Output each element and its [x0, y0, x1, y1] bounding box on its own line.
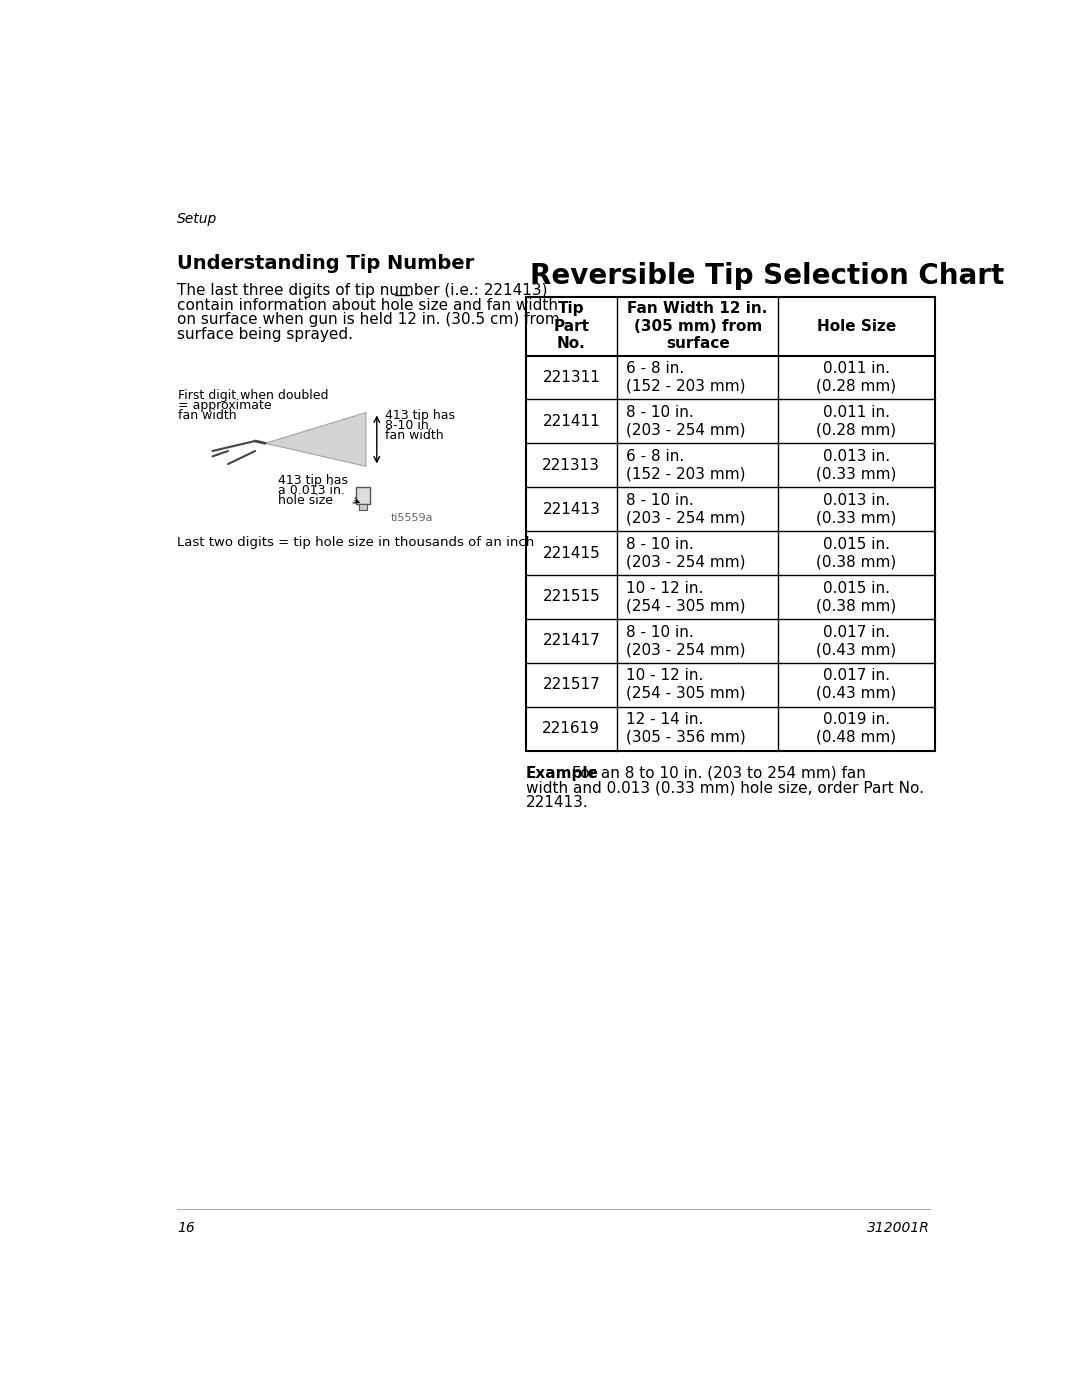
Text: Understanding Tip Number: Understanding Tip Number: [177, 254, 474, 272]
Text: 8 - 10 in.
(203 - 254 mm): 8 - 10 in. (203 - 254 mm): [626, 624, 746, 657]
Text: 413 tip has: 413 tip has: [279, 474, 349, 488]
Text: 0.015 in.
(0.38 mm): 0.015 in. (0.38 mm): [816, 581, 896, 613]
Text: 6 - 8 in.
(152 - 203 mm): 6 - 8 in. (152 - 203 mm): [626, 448, 746, 482]
Text: 10 - 12 in.
(254 - 305 mm): 10 - 12 in. (254 - 305 mm): [626, 581, 746, 613]
Text: 221413.: 221413.: [526, 795, 589, 810]
Text: 221313: 221313: [542, 458, 600, 472]
Text: 221517: 221517: [542, 678, 600, 692]
Text: The last three digits of tip number (i.e.: 221413): The last three digits of tip number (i.e…: [177, 284, 548, 298]
Text: 8 - 10 in.
(203 - 254 mm): 8 - 10 in. (203 - 254 mm): [626, 405, 746, 437]
Text: a 0.013 in.: a 0.013 in.: [279, 485, 346, 497]
Text: on surface when gun is held 12 in. (30.5 cm) from: on surface when gun is held 12 in. (30.5…: [177, 313, 559, 327]
Text: 0.017 in.
(0.43 mm): 0.017 in. (0.43 mm): [816, 624, 896, 657]
Text: 0.011 in.
(0.28 mm): 0.011 in. (0.28 mm): [816, 405, 896, 437]
Text: 8 - 10 in.
(203 - 254 mm): 8 - 10 in. (203 - 254 mm): [626, 536, 746, 569]
Text: Reversible Tip Selection Chart: Reversible Tip Selection Chart: [530, 261, 1004, 289]
Bar: [356, 488, 369, 504]
Text: 221619: 221619: [542, 721, 600, 736]
Text: 6 - 8 in.
(152 - 203 mm): 6 - 8 in. (152 - 203 mm): [626, 362, 746, 394]
Text: 16: 16: [177, 1221, 194, 1235]
Text: Hole Size: Hole Size: [816, 319, 896, 334]
Text: Example: Example: [526, 766, 598, 781]
Text: 10 - 12 in.
(254 - 305 mm): 10 - 12 in. (254 - 305 mm): [626, 669, 746, 701]
Text: 221311: 221311: [542, 370, 600, 386]
Text: 8-10 in.: 8-10 in.: [384, 419, 432, 433]
Text: 8 - 10 in.
(203 - 254 mm): 8 - 10 in. (203 - 254 mm): [626, 493, 746, 525]
Text: 221411: 221411: [542, 414, 600, 429]
Text: Fan Width 12 in.
(305 mm) from
surface: Fan Width 12 in. (305 mm) from surface: [627, 302, 768, 351]
Text: surface being sprayed.: surface being sprayed.: [177, 327, 353, 342]
Text: 221415: 221415: [542, 545, 600, 560]
Text: : For an 8 to 10 in. (203 to 254 mm) fan: : For an 8 to 10 in. (203 to 254 mm) fan: [563, 766, 866, 781]
Bar: [359, 504, 367, 510]
Text: 312001R: 312001R: [867, 1221, 930, 1235]
Text: fan width: fan width: [178, 409, 237, 422]
Bar: [526, 298, 935, 750]
Text: 0.019 in.
(0.48 mm): 0.019 in. (0.48 mm): [816, 712, 896, 745]
Text: 0.015 in.
(0.38 mm): 0.015 in. (0.38 mm): [816, 536, 896, 569]
Text: 221413: 221413: [542, 502, 600, 517]
Text: 0.013 in.
(0.33 mm): 0.013 in. (0.33 mm): [816, 448, 896, 482]
Text: 0.013 in.
(0.33 mm): 0.013 in. (0.33 mm): [816, 493, 896, 525]
Text: 0.011 in.
(0.28 mm): 0.011 in. (0.28 mm): [816, 362, 896, 394]
Text: hole size: hole size: [279, 495, 334, 507]
Polygon shape: [266, 412, 366, 467]
Text: contain information about hole size and fan width: contain information about hole size and …: [177, 298, 558, 313]
Text: = approximate: = approximate: [178, 400, 272, 412]
Text: width and 0.013 (0.33 mm) hole size, order Part No.: width and 0.013 (0.33 mm) hole size, ord…: [526, 781, 923, 795]
Text: Setup: Setup: [177, 212, 217, 226]
Text: Last two digits = tip hole size in thousands of an inch: Last two digits = tip hole size in thous…: [177, 535, 535, 549]
Text: Tip
Part
No.: Tip Part No.: [553, 302, 590, 351]
Text: 221515: 221515: [542, 590, 600, 605]
Text: fan width: fan width: [384, 429, 443, 443]
Text: 12 - 14 in.
(305 - 356 mm): 12 - 14 in. (305 - 356 mm): [626, 712, 746, 745]
Text: First digit when doubled: First digit when doubled: [178, 390, 329, 402]
Text: 221417: 221417: [542, 633, 600, 648]
Text: 0.017 in.
(0.43 mm): 0.017 in. (0.43 mm): [816, 669, 896, 701]
Text: 413 tip has: 413 tip has: [384, 409, 455, 422]
Text: ti5559a: ti5559a: [391, 513, 433, 522]
